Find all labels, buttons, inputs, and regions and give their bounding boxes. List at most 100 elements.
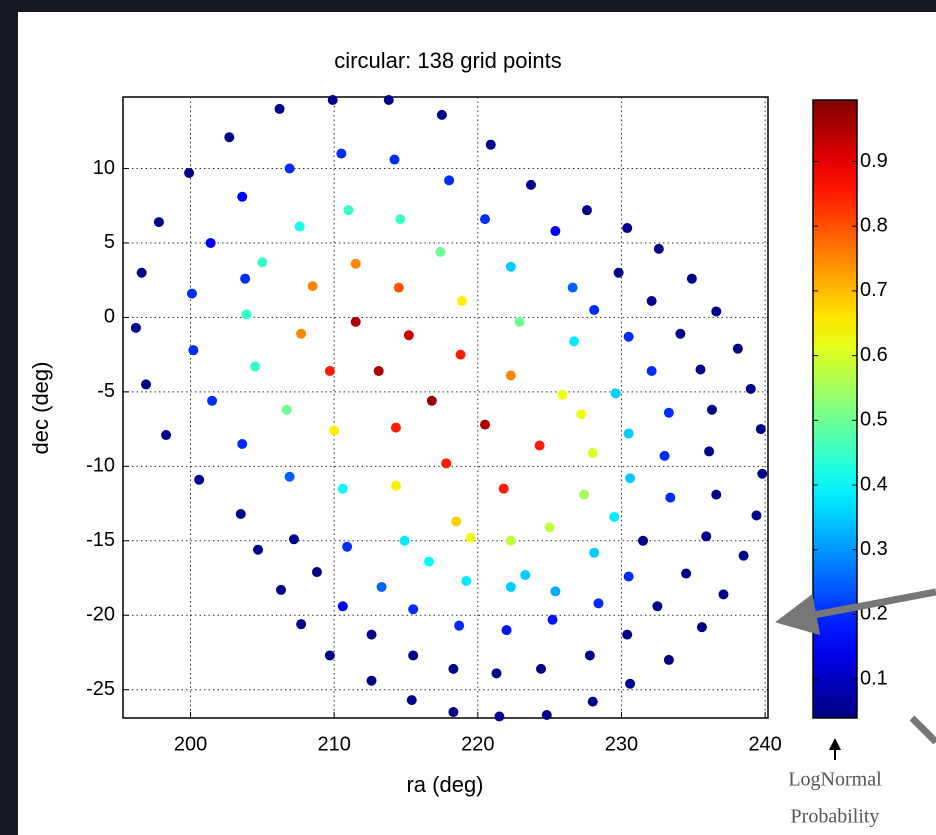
data-point [366,629,377,640]
data-point [395,214,406,225]
data-point [281,404,292,415]
data-point [441,458,452,469]
data-point [188,345,199,356]
data-point [623,331,634,342]
data-point [701,531,712,542]
data-point [695,364,706,375]
data-point [444,175,455,186]
data-point [589,304,600,315]
axes-frame [122,96,769,719]
data-point [681,568,692,579]
colorbar-tick-label: 0.7 [860,279,888,301]
data-point [448,663,459,674]
data-point [659,450,670,461]
data-point [153,217,164,228]
data-point [311,567,322,578]
data-point [393,282,404,293]
data-point [622,223,633,234]
data-point [307,281,318,292]
data-point [623,428,634,439]
data-point [638,535,649,546]
data-point [653,243,664,254]
data-point [569,336,580,347]
data-point [609,511,620,522]
data-point [461,575,472,586]
data-point [581,205,592,216]
data-point [389,154,400,165]
x-tick-label: 210 [317,733,350,755]
data-point [276,584,287,595]
data-point [501,625,512,636]
y-tick-label: -5 [97,380,115,402]
data-point [343,205,354,216]
data-point [408,650,419,661]
data-point [525,179,536,190]
data-point [541,710,552,721]
data-point [448,707,459,718]
x-tick-label: 240 [748,733,781,755]
data-point [663,654,674,665]
colorbar-tick-label: 0.9 [860,150,888,172]
data-point [403,330,414,341]
data-point [589,547,600,558]
y-axis-label: dec (deg) [28,362,53,455]
data-point [567,282,578,293]
pointer-arrow [775,588,936,636]
data-point [426,395,437,406]
data-point [494,711,505,722]
data-point [383,94,394,105]
y-tick-label: 5 [104,231,115,253]
data-point [646,366,657,377]
y-tick-label: -20 [86,604,115,626]
data-point [625,678,636,689]
data-point [646,296,657,307]
data-point [505,535,516,546]
x-axis-label: ra (deg) [406,772,483,797]
data-point [373,366,384,377]
data-point [625,473,636,484]
y-tick-label: -15 [86,529,115,551]
annotation: Probability [791,806,880,828]
plot-area: 200 210 220 230 240 -25 -20 -15 -10 -5 0 5 10 [86,94,782,755]
chart-title: circular: 138 grid points [334,48,561,73]
data-point [465,532,476,543]
data-point [622,629,633,640]
data-point [237,438,248,449]
data-point [751,510,762,521]
data-point [436,109,447,120]
data-point [491,668,502,679]
data-point [480,419,491,430]
data-point [696,622,707,633]
data-point [327,94,338,105]
data-point [186,288,197,299]
data-point [675,328,686,339]
data-point [136,267,147,278]
data-point [390,480,401,491]
y-tick-label: -10 [86,455,115,477]
data-point [711,489,722,500]
data-point [406,695,417,706]
data-point [240,273,251,284]
data-point [579,489,590,500]
data-point [613,267,624,278]
data-point [480,214,491,225]
data-point [423,556,434,567]
colorbar-tick-label: 0.6 [860,344,888,366]
data-point [241,309,252,320]
data-point [505,370,516,381]
data-point [718,589,729,600]
data-point [738,550,749,561]
y-tick-label: 10 [93,157,115,179]
data-point [184,167,195,178]
data-point [550,586,561,597]
data-point [732,343,743,354]
colorbar-tick-label: 0.8 [860,214,888,236]
data-point [454,620,465,631]
data-point [336,148,347,159]
data-point [161,430,172,441]
data-point [284,163,295,174]
data-point [745,383,756,394]
data-point [284,471,295,482]
